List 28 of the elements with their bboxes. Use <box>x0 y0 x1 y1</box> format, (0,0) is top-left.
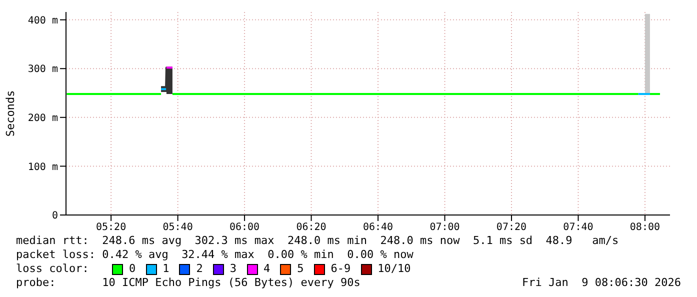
x-tick-label: 07:00 <box>430 222 460 234</box>
y-tick-label: 100 m <box>28 162 58 173</box>
x-tick-label: 07:40 <box>563 222 594 234</box>
y-tick-label: 200 m <box>28 112 58 124</box>
x-tick-label: 05:40 <box>162 222 193 234</box>
text: median rtt: 248.6 ms avg 302.3 ms max 248.0 ms min 248.0 ms now 5.1 ms sd 48.9 am/s <box>16 234 619 248</box>
legend-label: 0 <box>128 262 136 276</box>
legend-label: 6-9 <box>330 262 351 276</box>
text: packet loss: 0.42 % avg 32.44 % max 0.00 % min 0.00 % now <box>16 248 414 262</box>
legend-label: 10/10 <box>376 262 411 276</box>
x-tick-label: 08:00 <box>630 222 660 234</box>
text: Fri Jan 9 08:06:30 2026 <box>522 276 681 290</box>
x-tick-label: 07:20 <box>496 222 527 234</box>
x-tick-label: 06:20 <box>296 222 326 234</box>
legend-label: 1 <box>162 262 170 276</box>
text: probe: 10 ICMP Echo Pings (56 Bytes) every 90s <box>16 276 360 290</box>
legend-title: loss color: <box>16 262 90 276</box>
y-axis-title: Seconds <box>4 90 17 137</box>
legend-label: 4 <box>262 262 270 276</box>
y-tick-label: 300 m <box>28 64 58 76</box>
y-tick-label: 400 m <box>28 15 58 26</box>
x-tick-label: 06:00 <box>229 222 260 234</box>
x-tick-label: 05:20 <box>96 222 126 234</box>
y-tick-label: 0 <box>52 210 58 222</box>
x-tick-label: 06:40 <box>362 222 394 234</box>
legend-label: 3 <box>228 262 236 276</box>
legend-label: 2 <box>195 262 203 276</box>
legend-label: 5 <box>296 262 304 276</box>
